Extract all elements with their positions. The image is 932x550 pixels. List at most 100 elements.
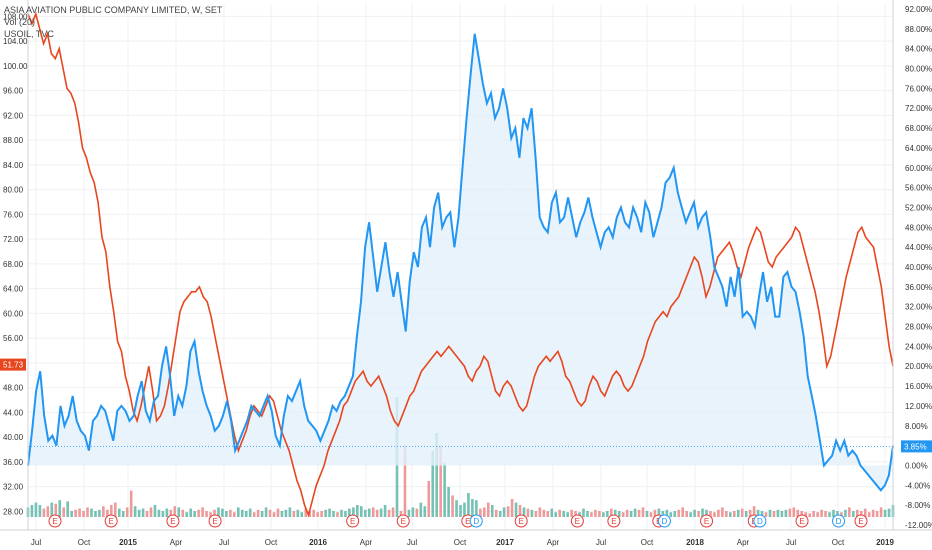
earnings-marker[interactable]: E (208, 514, 222, 528)
right-axis-label: -12.00% (905, 521, 932, 530)
dividend-marker[interactable]: D (469, 514, 483, 528)
dividend-marker[interactable]: D (657, 514, 671, 528)
event-marker-circle (700, 514, 714, 528)
volume-bar (681, 507, 685, 517)
right-axis-label: 44.00% (905, 243, 932, 252)
volume-bar (776, 509, 780, 517)
earnings-marker[interactable]: E (514, 514, 528, 528)
x-axis-label: Oct (78, 538, 91, 547)
volume-bar (264, 507, 268, 517)
x-axis-label: Apr (737, 538, 750, 547)
volume-bar (161, 511, 165, 517)
volume-bar (451, 495, 454, 517)
volume-bar (475, 500, 478, 517)
earnings-marker[interactable]: E (346, 514, 360, 528)
dividend-marker[interactable]: D (753, 514, 767, 528)
right-axis-label: 80.00% (905, 65, 932, 74)
event-marker-circle (104, 514, 118, 528)
volume-bar (717, 509, 720, 517)
volume-bar (546, 511, 550, 517)
volume-bar (848, 507, 851, 517)
volume-bar (439, 445, 442, 517)
event-marker-circle (48, 514, 62, 528)
volume-bar (530, 509, 534, 517)
volume-bar (268, 509, 272, 517)
volume-bar (653, 509, 657, 517)
earnings-marker[interactable]: E (570, 514, 584, 528)
event-marker-label: E (212, 517, 217, 526)
volume-bar (340, 509, 343, 517)
left-axis-label: 28.00 (3, 507, 24, 516)
volume-bar (609, 508, 613, 517)
volume-bar (78, 508, 81, 517)
volume-bar (804, 512, 808, 517)
volume-bar (173, 506, 177, 517)
left-axis-label: 80.00 (3, 186, 24, 195)
x-axis-label: Apr (360, 538, 373, 547)
volume-bar (641, 507, 645, 517)
volume-bar (522, 507, 526, 517)
volume-bar (800, 511, 804, 517)
last-value-badge-left (0, 358, 26, 371)
volume-bar (300, 512, 304, 517)
earnings-marker[interactable]: E (48, 514, 62, 528)
volume-bar (713, 512, 716, 517)
volume-bar (233, 512, 236, 517)
event-marker-circle (166, 514, 180, 528)
volume-bar (534, 511, 538, 517)
volume-bar (443, 463, 446, 517)
volume-bar (550, 508, 554, 517)
right-axis-label: 16.00% (905, 382, 932, 391)
volume-bar (30, 505, 34, 517)
right-axis-label: 92.00% (905, 5, 932, 14)
x-axis-label: 2018 (686, 538, 704, 547)
volume-bar (586, 511, 589, 517)
earnings-marker[interactable]: E (166, 514, 180, 528)
volume-bar (352, 507, 355, 517)
volume-bar (685, 511, 688, 517)
stock-area-fill (28, 33, 893, 491)
volume-bar (221, 508, 224, 517)
x-axis-label: Jul (596, 538, 606, 547)
volume-bar (526, 508, 530, 517)
volume-bar (629, 511, 633, 517)
volume-bar (82, 511, 85, 517)
volume-bar (867, 512, 871, 517)
left-axis-label: 48.00 (3, 384, 24, 393)
event-marker-label: E (465, 517, 470, 526)
volume-bar (62, 507, 66, 517)
right-axis-label: 60.00% (905, 164, 932, 173)
volume-bar (637, 509, 641, 517)
volume-bar (816, 512, 819, 517)
volume-bar (494, 509, 498, 517)
volume-bar (403, 445, 407, 517)
x-axis-label: Jul (219, 538, 229, 547)
event-marker-circle (346, 514, 360, 528)
event-marker-label: E (401, 517, 406, 526)
earnings-marker[interactable]: E (396, 514, 410, 528)
event-marker-circle (657, 514, 671, 528)
volume-bar (447, 487, 450, 517)
event-markers[interactable]: EEEEEEEDEEEEDEEDEDE (48, 514, 868, 528)
dividend-marker[interactable]: D (832, 514, 846, 528)
volume-bar (86, 507, 89, 517)
earnings-marker[interactable]: E (854, 514, 868, 528)
earnings-marker[interactable]: E (607, 514, 621, 528)
volume-bar (54, 503, 58, 517)
volume-bar (129, 490, 133, 517)
volume-bar (883, 509, 887, 517)
x-axis-label: Jul (786, 538, 796, 547)
earnings-marker[interactable]: E (795, 514, 809, 528)
volume-bar (732, 511, 736, 517)
volume-bar (42, 508, 46, 517)
right-axis-label: 24.00% (905, 342, 932, 351)
earnings-marker[interactable]: E (104, 514, 118, 528)
event-marker-circle (854, 514, 868, 528)
volume-bar (336, 512, 339, 517)
earnings-marker[interactable]: E (700, 514, 714, 528)
volume-bar (106, 509, 109, 517)
volume-bar (855, 509, 859, 517)
volume-bar (98, 509, 101, 517)
